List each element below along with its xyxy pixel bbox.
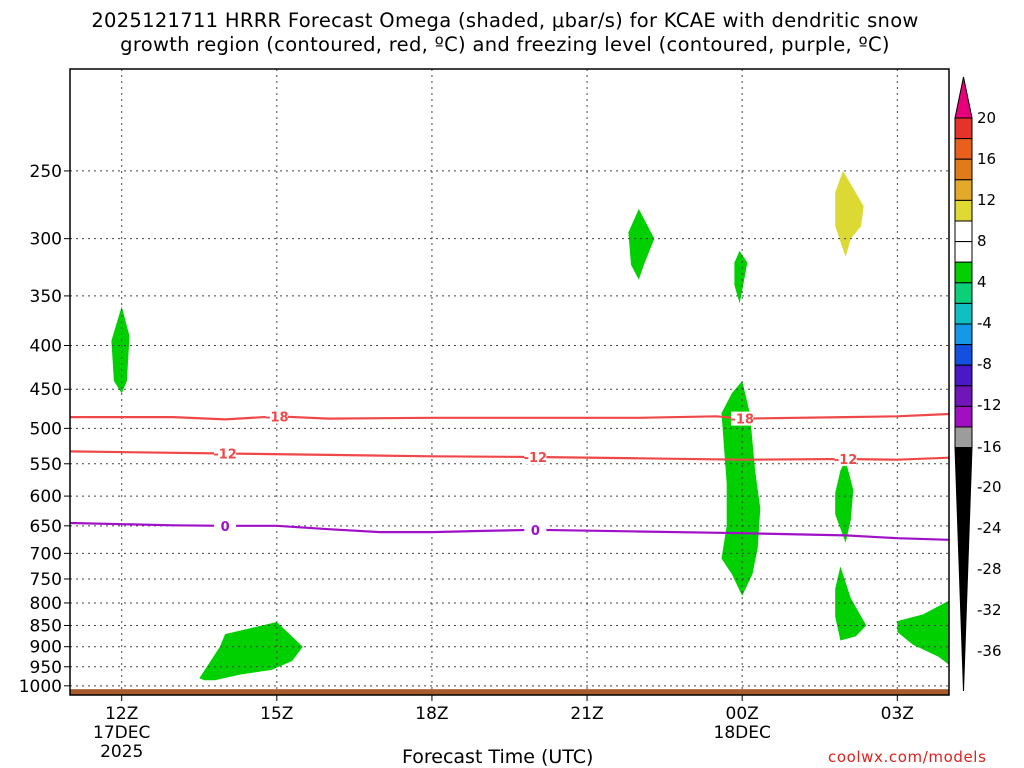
y-tick-300: 300 xyxy=(30,230,62,250)
colorbar-bottom-arrow xyxy=(954,447,973,692)
y-tick-450: 450 xyxy=(30,380,62,400)
colorbar-swatch-3 xyxy=(954,158,973,181)
y-tick-400: 400 xyxy=(30,337,62,357)
colorbar-swatch-10 xyxy=(954,302,973,325)
colorbar-label-4: 4 xyxy=(977,273,987,291)
contour-label-bg xyxy=(524,522,547,537)
contour-label-bg xyxy=(731,411,754,426)
colorbar-swatch-9 xyxy=(954,282,973,304)
y-axis: 2503003504004505005506006507007508008509… xyxy=(19,162,70,697)
x-tick-year: 2025 xyxy=(100,742,143,762)
omega-region-7 xyxy=(835,566,867,641)
y-tick-950: 950 xyxy=(30,658,62,678)
contour--12 xyxy=(69,450,950,461)
colorbar-label-12: 12 xyxy=(977,191,996,209)
x-tick-18Z: 18Z xyxy=(415,704,448,724)
colorbar-label--8: -8 xyxy=(977,355,992,373)
y-tick-850: 850 xyxy=(30,616,62,636)
x-axis-title: Forecast Time (UTC) xyxy=(402,746,594,768)
omega-region-5 xyxy=(721,380,761,596)
contour-label-bg xyxy=(524,449,547,464)
contour-label-bg xyxy=(214,518,237,533)
y-tick-900: 900 xyxy=(30,638,62,658)
colorbar-swatch-5 xyxy=(954,199,973,222)
y-tick-800: 800 xyxy=(30,594,62,614)
colorbar-top-arrow xyxy=(954,76,973,119)
y-tick-550: 550 xyxy=(30,455,62,475)
colorbar-swatch-4 xyxy=(954,179,973,201)
x-tick-date: 17DEC xyxy=(93,723,150,743)
omega-region-9 xyxy=(835,170,864,257)
plot-frame xyxy=(69,68,950,696)
colorbar-swatch-2 xyxy=(954,138,973,160)
contour-layer: -18 -18 -12 -12 -12 0 0 xyxy=(69,409,950,541)
colorbar-label--16: -16 xyxy=(977,438,1002,456)
x-tick-03Z: 03Z xyxy=(881,704,914,724)
colorbar-label-16: 16 xyxy=(977,150,996,168)
colorbar-label--24: -24 xyxy=(977,519,1002,537)
contour-label--12: -12 xyxy=(834,453,858,468)
contour-label--12: -12 xyxy=(524,451,548,466)
contour-label--12: -12 xyxy=(213,448,237,463)
contour-label--18: -18 xyxy=(730,413,754,428)
colorbar: 20 16 12 8 4 -4 -8 -12 -16 -20 -24 -28 -32 -36 xyxy=(954,76,1002,692)
colorbar-swatch-14 xyxy=(954,385,973,407)
contour-label--18: -18 xyxy=(265,410,289,425)
y-tick-250: 250 xyxy=(30,162,62,182)
y-tick-750: 750 xyxy=(30,570,62,590)
chart-title-line1: 2025121711 HRRR Forecast Omega (shaded, … xyxy=(91,9,919,32)
y-tick-600: 600 xyxy=(30,487,62,507)
x-tick-date: 18DEC xyxy=(714,723,771,743)
y-tick-500: 500 xyxy=(30,419,62,439)
colorbar-label--36: -36 xyxy=(977,642,1002,660)
contour-label-0: 0 xyxy=(221,520,230,535)
colorbar-label-20: 20 xyxy=(977,109,996,127)
omega-region-4 xyxy=(734,250,748,304)
y-tick-700: 700 xyxy=(30,544,62,564)
colorbar-swatch-1 xyxy=(954,117,973,140)
chart-title-line2: growth region (contoured, red, ºC) and f… xyxy=(120,33,890,56)
colorbar-swatch-7 xyxy=(954,241,973,263)
colorbar-label--4: -4 xyxy=(977,314,992,332)
colorbar-swatch-15 xyxy=(954,405,973,428)
colorbar-swatch-16 xyxy=(954,426,973,449)
grid-layer xyxy=(70,69,949,690)
y-tick-650: 650 xyxy=(30,517,62,537)
contour--18 xyxy=(70,412,950,421)
colorbar-swatch-6 xyxy=(954,220,973,243)
omega-region-8 xyxy=(897,600,949,665)
contour-label-0: 0 xyxy=(531,524,540,539)
omega-region-2 xyxy=(199,622,303,681)
x-tick-00Z: 00Z xyxy=(726,704,759,724)
contour-label-bg xyxy=(214,446,237,461)
contour-label-bg xyxy=(834,452,857,467)
x-tick-12Z: 12Z xyxy=(105,704,138,724)
colorbar-swatch-11 xyxy=(954,323,973,346)
colorbar-swatch-13 xyxy=(954,364,973,387)
contour-label-bg xyxy=(265,409,288,424)
colorbar-label-8: 8 xyxy=(977,232,987,250)
colorbar-swatch-12 xyxy=(954,344,973,366)
omega-shading-layer xyxy=(70,170,949,695)
credit-link[interactable]: coolwx.com/models xyxy=(828,748,987,766)
y-tick-350: 350 xyxy=(30,287,62,307)
surface-band xyxy=(70,689,949,695)
colorbar-label--20: -20 xyxy=(977,478,1002,496)
x-tick-21Z: 21Z xyxy=(570,704,603,724)
y-tick-1000: 1000 xyxy=(19,677,62,697)
omega-region-3 xyxy=(628,209,655,280)
colorbar-label--28: -28 xyxy=(977,560,1002,578)
omega-region-6 xyxy=(835,460,854,543)
colorbar-label--12: -12 xyxy=(977,396,1002,414)
colorbar-label--32: -32 xyxy=(977,601,1002,619)
colorbar-swatch-8 xyxy=(954,261,973,284)
omega-region-1 xyxy=(111,306,130,394)
x-tick-15Z: 15Z xyxy=(260,704,293,724)
